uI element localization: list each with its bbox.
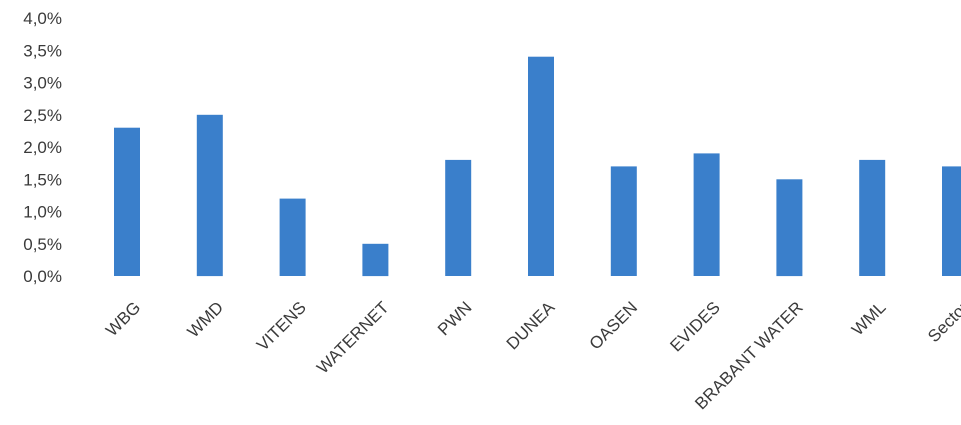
bar-sector bbox=[942, 166, 961, 276]
x-category-label: WMD bbox=[184, 298, 227, 341]
y-tick-label: 4,0% bbox=[23, 9, 62, 28]
bar-evides bbox=[693, 153, 720, 276]
bar-wmd bbox=[196, 114, 223, 277]
x-axis: WBG WMD VITENS WATERNET PWN DUNEA OASEN EVIDESB… bbox=[102, 297, 961, 413]
y-tick-label: 3,0% bbox=[23, 74, 62, 93]
bar-pwn bbox=[445, 159, 472, 276]
y-tick-label: 0,0% bbox=[23, 267, 62, 286]
bar-vitens bbox=[279, 198, 306, 276]
y-axis: 0,0% 0,5% 1,0% 1,5% 2,0% 2,5% 3,0% 3,5% 4,0% bbox=[23, 9, 62, 286]
bar-waternet bbox=[362, 243, 389, 277]
x-category-label: WATERNET bbox=[313, 298, 393, 378]
y-tick-label: 0,5% bbox=[23, 235, 62, 254]
bar-wbg bbox=[114, 127, 140, 276]
y-tick-label: 1,5% bbox=[23, 170, 62, 189]
bars bbox=[114, 56, 961, 277]
bar-dunea bbox=[528, 56, 554, 277]
bar-wml bbox=[859, 159, 886, 276]
x-category-label: Sector bbox=[924, 298, 961, 346]
y-tick-label: 2,0% bbox=[23, 138, 62, 157]
x-category-label: EVIDES bbox=[666, 298, 724, 356]
x-category-label: OASEN bbox=[586, 298, 642, 354]
bar-oasen bbox=[610, 166, 637, 276]
y-tick-label: 3,5% bbox=[23, 41, 62, 60]
bar-brabant-water bbox=[776, 179, 803, 277]
x-category-label: WBG bbox=[102, 298, 144, 340]
x-category-label: PWN bbox=[434, 298, 475, 339]
x-category-label: WML bbox=[848, 298, 889, 339]
x-category-label: VITENS bbox=[253, 298, 310, 355]
y-tick-label: 2,5% bbox=[23, 106, 62, 125]
y-tick-label: 1,0% bbox=[23, 203, 62, 222]
x-category-label: DUNEA bbox=[503, 297, 559, 353]
